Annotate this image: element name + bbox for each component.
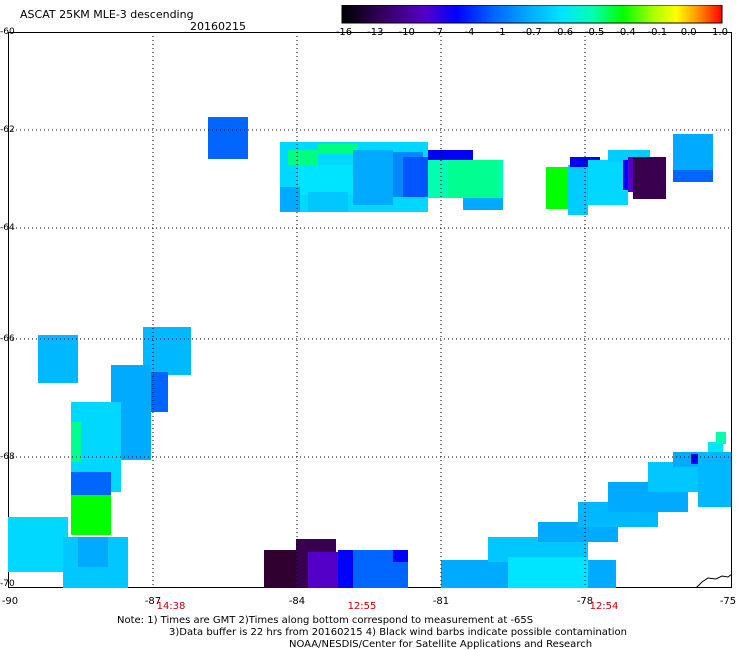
pass-time: 14:38	[156, 601, 186, 612]
lat-label: -68	[0, 452, 15, 462]
lon-label: -87	[144, 596, 162, 607]
coastline	[695, 573, 732, 588]
lon-label: -81	[432, 596, 450, 607]
graticule	[8, 32, 732, 588]
lat-label: -66	[0, 334, 15, 344]
map-canvas	[8, 32, 732, 588]
pass-time: 12:55	[347, 601, 377, 612]
note-line-2: 3)Data buffer is 22 hrs from 20160215 4)…	[169, 627, 627, 638]
product-title: ASCAT 25KM MLE-3 descending	[20, 8, 194, 21]
note-line-1: Note: 1) Times are GMT 2)Times along bot…	[117, 615, 534, 626]
lat-label: -60	[0, 27, 15, 37]
lon-label: -75	[719, 596, 737, 607]
product-date: 20160215	[190, 20, 246, 33]
lat-label: -70	[0, 579, 15, 589]
colorbar	[341, 5, 723, 24]
lat-label: -64	[0, 223, 15, 233]
lon-label: -78	[576, 596, 594, 607]
note-line-3: NOAA/NESDIS/Center for Satellite Applica…	[289, 639, 593, 650]
pass-time: 12:54	[589, 601, 619, 612]
lat-label: -62	[0, 125, 15, 135]
lon-label: -84	[288, 596, 306, 607]
wind-cells	[8, 117, 731, 588]
lon-label: -90	[1, 596, 19, 607]
